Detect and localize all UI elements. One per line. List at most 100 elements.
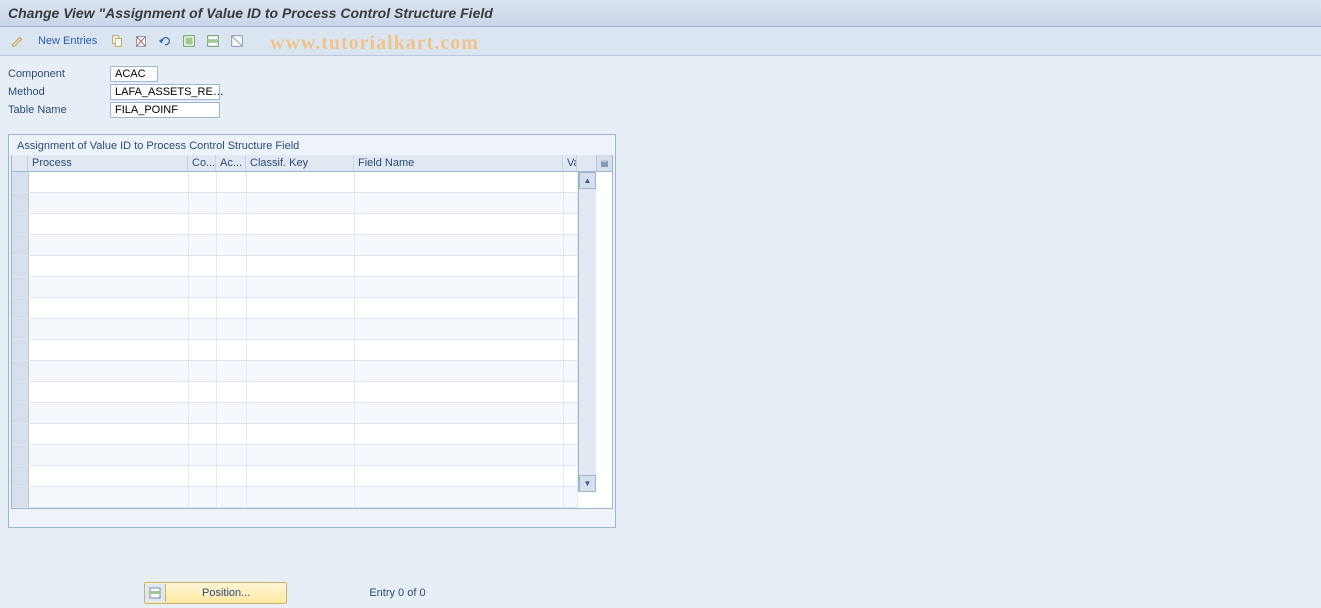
toggle-edit-icon[interactable] — [8, 31, 28, 51]
table-row[interactable] — [12, 445, 578, 466]
cell-ac[interactable] — [217, 298, 247, 318]
cell-ac[interactable] — [217, 277, 247, 297]
table-row[interactable] — [12, 361, 578, 382]
table-row[interactable] — [12, 277, 578, 298]
row-selector[interactable] — [12, 424, 29, 444]
scroll-down-icon[interactable]: ▼ — [579, 475, 596, 492]
cell-process[interactable] — [29, 340, 189, 360]
row-selector[interactable] — [12, 487, 29, 507]
row-selector[interactable] — [12, 319, 29, 339]
cell-process[interactable] — [29, 466, 189, 486]
cell-classif-key[interactable] — [247, 298, 355, 318]
cell-field-name[interactable] — [355, 256, 564, 276]
deselect-all-icon[interactable] — [227, 31, 247, 51]
component-input[interactable]: ACAC — [110, 66, 158, 82]
col-process[interactable]: Process — [28, 155, 188, 171]
table-config-icon[interactable]: ▤ — [596, 155, 612, 171]
table-row[interactable] — [12, 298, 578, 319]
cell-classif-key[interactable] — [247, 466, 355, 486]
cell-process[interactable] — [29, 445, 189, 465]
cell-field-name[interactable] — [355, 298, 564, 318]
cell-co[interactable] — [189, 172, 217, 192]
cell-co[interactable] — [189, 277, 217, 297]
table-row[interactable] — [12, 235, 578, 256]
table-row[interactable] — [12, 382, 578, 403]
cell-ac[interactable] — [217, 340, 247, 360]
table-row[interactable] — [12, 193, 578, 214]
table-row[interactable] — [12, 340, 578, 361]
undo-icon[interactable] — [155, 31, 175, 51]
cell-co[interactable] — [189, 340, 217, 360]
cell-co[interactable] — [189, 235, 217, 255]
new-entries-button[interactable]: New Entries — [32, 35, 103, 47]
select-all-icon[interactable] — [179, 31, 199, 51]
cell-process[interactable] — [29, 298, 189, 318]
cell-va[interactable] — [564, 319, 578, 339]
cell-classif-key[interactable] — [247, 424, 355, 444]
cell-co[interactable] — [189, 319, 217, 339]
table-row[interactable] — [12, 214, 578, 235]
col-co[interactable]: Co... — [188, 155, 216, 171]
vertical-scrollbar[interactable]: ▲ ▼ — [578, 172, 596, 492]
row-selector[interactable] — [12, 277, 29, 297]
row-selector[interactable] — [12, 403, 29, 423]
table-row[interactable] — [12, 256, 578, 277]
col-field-name[interactable]: Field Name — [354, 155, 563, 171]
cell-field-name[interactable] — [355, 277, 564, 297]
cell-va[interactable] — [564, 424, 578, 444]
cell-field-name[interactable] — [355, 466, 564, 486]
cell-co[interactable] — [189, 487, 217, 507]
cell-co[interactable] — [189, 298, 217, 318]
table-row[interactable] — [12, 424, 578, 445]
cell-co[interactable] — [189, 193, 217, 213]
cell-va[interactable] — [564, 445, 578, 465]
cell-classif-key[interactable] — [247, 277, 355, 297]
row-selector[interactable] — [12, 361, 29, 381]
cell-ac[interactable] — [217, 445, 247, 465]
cell-va[interactable] — [564, 361, 578, 381]
cell-classif-key[interactable] — [247, 319, 355, 339]
method-input[interactable]: LAFA_ASSETS_RE… — [110, 84, 220, 100]
cell-process[interactable] — [29, 403, 189, 423]
cell-process[interactable] — [29, 256, 189, 276]
cell-co[interactable] — [189, 403, 217, 423]
cell-va[interactable] — [564, 277, 578, 297]
table-row[interactable] — [12, 487, 578, 508]
cell-process[interactable] — [29, 487, 189, 507]
cell-va[interactable] — [564, 256, 578, 276]
table-row[interactable] — [12, 466, 578, 487]
cell-va[interactable] — [564, 298, 578, 318]
select-block-icon[interactable] — [203, 31, 223, 51]
cell-va[interactable] — [564, 340, 578, 360]
col-va[interactable]: Va — [563, 155, 577, 171]
cell-classif-key[interactable] — [247, 445, 355, 465]
cell-process[interactable] — [29, 214, 189, 234]
cell-ac[interactable] — [217, 487, 247, 507]
cell-va[interactable] — [564, 487, 578, 507]
cell-process[interactable] — [29, 382, 189, 402]
cell-co[interactable] — [189, 361, 217, 381]
scroll-up-icon[interactable]: ▲ — [579, 172, 596, 189]
cell-field-name[interactable] — [355, 445, 564, 465]
cell-classif-key[interactable] — [247, 214, 355, 234]
cell-field-name[interactable] — [355, 235, 564, 255]
cell-classif-key[interactable] — [247, 172, 355, 192]
cell-ac[interactable] — [217, 319, 247, 339]
cell-va[interactable] — [564, 466, 578, 486]
cell-field-name[interactable] — [355, 214, 564, 234]
cell-classif-key[interactable] — [247, 382, 355, 402]
cell-process[interactable] — [29, 277, 189, 297]
cell-field-name[interactable] — [355, 193, 564, 213]
cell-ac[interactable] — [217, 172, 247, 192]
table-row[interactable] — [12, 403, 578, 424]
cell-process[interactable] — [29, 235, 189, 255]
cell-va[interactable] — [564, 235, 578, 255]
cell-classif-key[interactable] — [247, 235, 355, 255]
cell-field-name[interactable] — [355, 340, 564, 360]
cell-classif-key[interactable] — [247, 361, 355, 381]
cell-field-name[interactable] — [355, 172, 564, 192]
cell-ac[interactable] — [217, 361, 247, 381]
cell-ac[interactable] — [217, 235, 247, 255]
cell-co[interactable] — [189, 445, 217, 465]
cell-process[interactable] — [29, 319, 189, 339]
